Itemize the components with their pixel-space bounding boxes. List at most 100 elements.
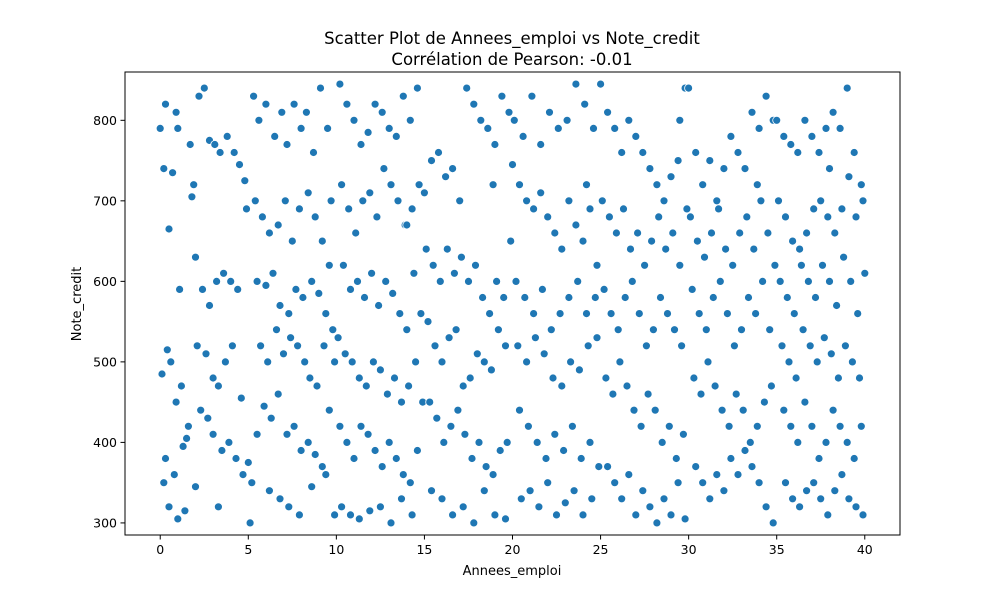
data-point-336 (682, 204, 692, 214)
data-point-6 (173, 123, 183, 133)
data-point-5 (171, 107, 181, 117)
data-point-271 (589, 123, 598, 133)
data-point-195 (448, 164, 458, 174)
data-point-458 (844, 172, 854, 182)
data-point-506 (837, 470, 847, 480)
x-tick-label-25: 25 (593, 542, 609, 557)
data-point-475 (784, 357, 794, 367)
data-point-300 (585, 437, 595, 447)
data-point-472 (853, 309, 863, 319)
data-point-298 (568, 421, 577, 431)
data-point-349 (601, 373, 611, 383)
data-points (155, 79, 870, 528)
data-point-369 (659, 494, 669, 504)
data-point-392 (728, 260, 738, 270)
data-point-56 (245, 518, 255, 528)
data-point-505 (830, 486, 840, 496)
data-point-423 (691, 462, 701, 472)
x-axis-label: Annees_emploi (463, 564, 562, 579)
data-point-293 (524, 421, 533, 431)
data-point-220 (444, 333, 454, 343)
data-point-445 (842, 83, 852, 93)
data-point-181 (405, 478, 415, 488)
data-point-74 (264, 228, 274, 238)
data-point-139 (372, 212, 382, 222)
data-point-326 (612, 228, 621, 238)
data-point-136 (351, 228, 361, 238)
data-point-462 (782, 293, 792, 302)
data-point-346 (663, 309, 672, 319)
data-point-303 (525, 486, 535, 496)
data-point-76 (280, 196, 290, 206)
data-point-395 (749, 244, 759, 254)
data-point-285 (539, 349, 549, 359)
data-point-480 (819, 333, 829, 343)
data-point-485 (855, 373, 864, 383)
data-point-417 (731, 389, 741, 399)
data-point-38 (192, 341, 202, 351)
data-point-333 (661, 244, 671, 254)
data-point-153 (388, 288, 398, 298)
data-point-123 (342, 99, 352, 109)
data-point-9 (162, 345, 172, 355)
data-point-261 (592, 260, 602, 270)
data-point-91 (314, 288, 324, 298)
data-point-180 (398, 470, 408, 480)
data-point-255 (550, 228, 560, 238)
data-point-61 (254, 115, 264, 125)
data-point-489 (800, 397, 810, 407)
data-point-129 (384, 123, 394, 133)
data-point-73 (257, 212, 267, 222)
data-point-296 (550, 429, 560, 439)
data-point-341 (627, 276, 637, 286)
data-point-436 (779, 131, 789, 141)
data-point-82 (326, 196, 336, 206)
data-point-165 (382, 389, 392, 399)
data-point-225 (479, 357, 489, 367)
data-point-162 (361, 381, 371, 391)
data-point-494 (835, 421, 845, 431)
data-point-53 (247, 478, 257, 488)
data-point-468 (825, 276, 834, 286)
x-tick-label-15: 15 (416, 542, 432, 557)
data-point-491 (814, 454, 824, 463)
data-point-274 (529, 309, 538, 319)
data-point-133 (412, 83, 422, 93)
data-point-55 (213, 502, 223, 512)
data-point-407 (744, 293, 753, 302)
data-point-152 (381, 276, 391, 286)
data-point-435 (772, 115, 782, 125)
data-point-460 (858, 196, 868, 206)
data-point-157 (416, 309, 426, 319)
data-point-49 (224, 437, 234, 447)
data-point-403 (715, 276, 725, 286)
data-point-122 (335, 79, 345, 89)
data-point-282 (513, 341, 523, 351)
data-point-354 (636, 421, 646, 431)
data-point-481 (826, 349, 836, 359)
chart-title: Scatter Plot de Annees_emploi vs Note_cr… (324, 29, 700, 49)
data-point-259 (578, 236, 588, 246)
data-point-299 (576, 454, 586, 463)
data-point-496 (849, 454, 859, 463)
data-point-434 (768, 518, 778, 528)
data-point-229 (425, 397, 435, 407)
data-point-69 (309, 148, 318, 157)
data-point-317 (638, 148, 648, 157)
data-point-158 (333, 333, 343, 343)
data-point-421 (760, 397, 769, 407)
data-point-508 (851, 502, 861, 512)
data-point-262 (509, 115, 519, 125)
data-point-233 (453, 405, 463, 415)
data-point-411 (689, 373, 699, 383)
data-point-368 (652, 518, 662, 528)
data-point-374 (691, 148, 701, 157)
data-point-415 (717, 405, 727, 415)
data-point-132 (405, 115, 415, 125)
data-point-273 (520, 293, 530, 302)
data-point-513 (402, 220, 412, 230)
data-point-159 (340, 349, 350, 359)
data-point-78 (294, 204, 304, 214)
data-point-150 (367, 268, 377, 278)
data-point-471 (846, 276, 856, 286)
